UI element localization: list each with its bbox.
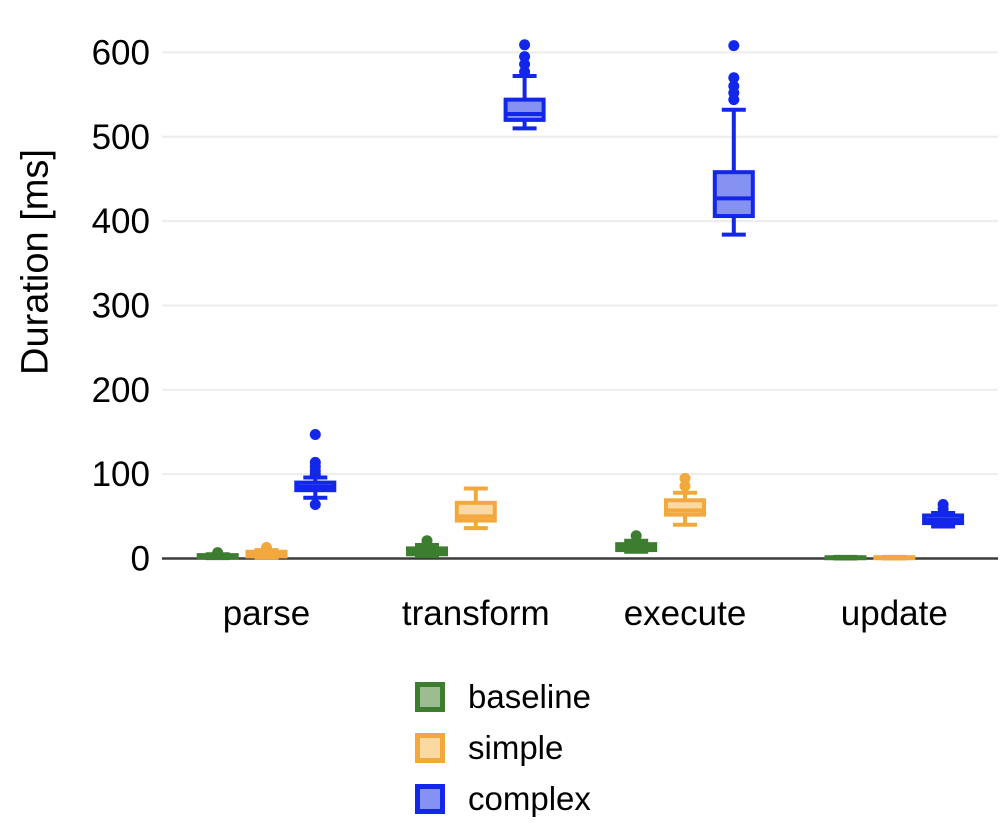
box-complex-execute-outlier-4 (728, 40, 740, 52)
legend-swatch-complex (415, 783, 445, 814)
y-tick-label-100: 100 (92, 455, 150, 494)
legend-swatch-baseline (415, 681, 445, 712)
legend-row-baseline: baseline (415, 678, 591, 715)
legend-row-simple: simple (415, 729, 591, 766)
legend-swatch-simple (415, 732, 445, 763)
box-complex-transform-outlier-0 (519, 66, 531, 78)
box-complex-parse-outlier-5 (309, 429, 321, 441)
box-complex-parse-outlier-4 (309, 456, 321, 468)
box-simple-execute-outlier-1 (679, 472, 691, 484)
y-tick-label-600: 600 (92, 33, 150, 72)
box-complex-transform-outlier-3 (519, 39, 531, 51)
legend-label-baseline: baseline (468, 678, 591, 715)
box-simple-parse-outlier-0 (261, 542, 272, 554)
x-tick-label-execute: execute (624, 594, 747, 633)
box-baseline-execute-outlier-0 (630, 530, 642, 542)
box-complex-execute-iqr (712, 170, 755, 219)
box-simple-execute-iqr (664, 498, 706, 517)
legend-row-complex: complex (415, 780, 591, 817)
box-complex-parse-outlier-0 (309, 499, 321, 511)
box-complex-transform-outlier-2 (519, 51, 531, 63)
x-tick-label-parse: parse (223, 594, 311, 633)
box-complex-update-outlier-1 (937, 499, 949, 511)
box-complex-transform-outlier-1 (519, 58, 531, 70)
x-tick-label-update: update (841, 594, 948, 633)
box-baseline-parse-outlier-0 (212, 547, 224, 559)
y-tick-label-500: 500 (92, 118, 150, 157)
legend-label-simple: simple (468, 729, 564, 766)
x-tick-label-transform: transform (402, 594, 550, 633)
box-baseline-transform-outlier-0 (421, 535, 433, 547)
y-tick-label-300: 300 (92, 286, 150, 325)
y-tick-label-0: 0 (131, 540, 150, 579)
box-simple-execute-outlier-0 (679, 480, 691, 492)
y-tick-label-400: 400 (92, 202, 150, 241)
y-tick-label-200: 200 (92, 371, 150, 410)
box-complex-execute-outlier-2 (728, 80, 740, 92)
box-complex-transform-iqr (503, 97, 546, 122)
legend: baseline simple complex (415, 678, 591, 834)
box-complex-execute-outlier-3 (728, 72, 740, 84)
legend-label-complex: complex (468, 780, 591, 817)
